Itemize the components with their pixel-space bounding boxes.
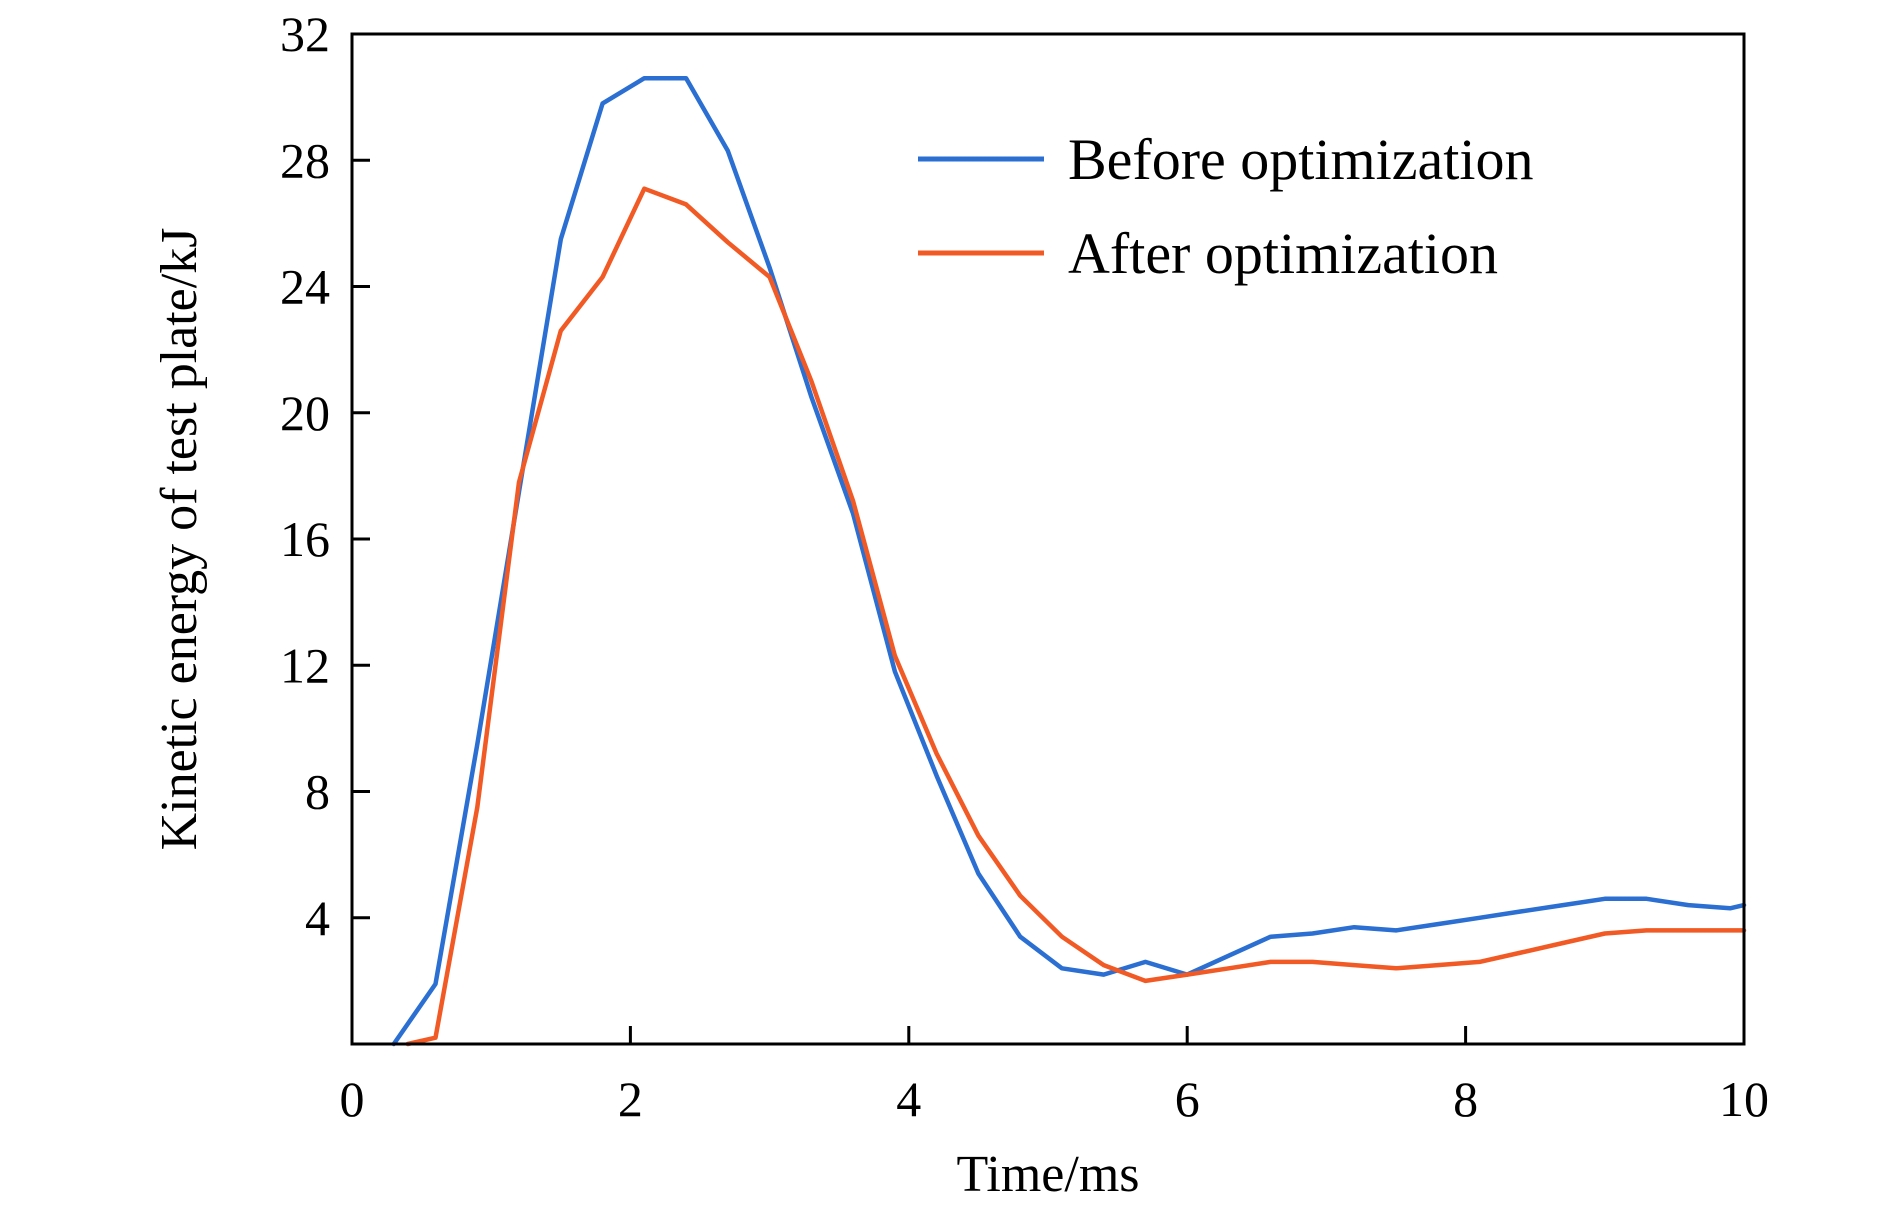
legend-label-0: Before optimization bbox=[1068, 127, 1533, 192]
x-tick-label: 4 bbox=[896, 1071, 921, 1127]
y-tick-label: 16 bbox=[280, 511, 330, 567]
y-tick-label: 12 bbox=[280, 637, 330, 693]
series-line-1 bbox=[405, 186, 1747, 1047]
x-tick-label: 8 bbox=[1453, 1071, 1478, 1127]
y-tick-label: 8 bbox=[305, 764, 330, 820]
series-line-0 bbox=[391, 75, 1747, 1047]
x-tick-label: 6 bbox=[1175, 1071, 1200, 1127]
x-tick-label: 10 bbox=[1719, 1071, 1769, 1127]
series-layer bbox=[391, 75, 1747, 1047]
y-tick-label: 28 bbox=[280, 132, 330, 188]
y-axis-title: Kinetic energy of test plate/kJ bbox=[151, 228, 208, 851]
y-tick-label: 24 bbox=[280, 259, 330, 315]
x-axis: 0 2 4 6 8 10 bbox=[340, 1026, 1769, 1127]
y-tick-label: 20 bbox=[280, 385, 330, 441]
plot-background bbox=[352, 34, 1744, 1044]
legend: Before optimization After optimization bbox=[918, 127, 1533, 286]
x-tick-label: 0 bbox=[340, 1071, 365, 1127]
y-tick-label: 32 bbox=[280, 6, 330, 62]
legend-label-1: After optimization bbox=[1068, 221, 1498, 286]
y-axis: 4 8 12 16 20 24 28 32 bbox=[280, 6, 370, 946]
y-tick-label: 4 bbox=[305, 890, 330, 946]
x-axis-title: Time/ms bbox=[956, 1146, 1139, 1203]
x-tick-label: 2 bbox=[618, 1071, 643, 1127]
